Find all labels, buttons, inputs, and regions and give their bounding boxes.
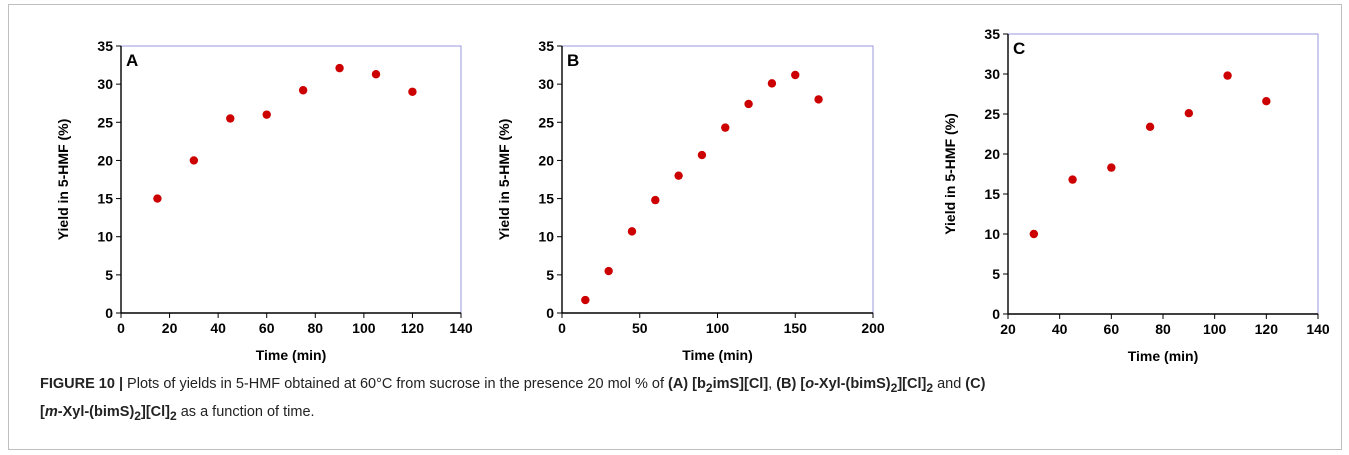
y-tick-label: 0 [105,305,113,321]
x-tick-label: 40 [210,320,226,336]
data-point [189,156,199,165]
caption-compound-c-label: (C) [965,376,986,392]
data-point [408,87,417,96]
data-point [1107,163,1116,172]
x-tick-label: 140 [449,320,473,336]
data-point [1262,97,1271,106]
data-point [371,70,381,79]
x-tick-label: 50 [632,320,648,336]
figure-frame [8,4,1342,450]
y-tick-label: 5 [546,267,554,283]
plot-frame [1007,33,1319,315]
y-tick-label: 10 [538,229,554,245]
y-tick-label: 15 [97,191,113,207]
y-axis-title: Yield in 5-HMF (%) [942,113,958,235]
data-point [1223,71,1232,80]
data-point [1029,229,1039,239]
data-point [651,195,660,205]
x-tick-label: 150 [784,320,808,336]
y-tick-label: 5 [992,266,1000,282]
x-tick-label: 200 [861,320,885,336]
figure-caption: FIGURE 10 | Plots of yields in 5-HMF obt… [40,376,986,423]
data-point [674,171,683,180]
x-tick-label: 60 [1104,321,1120,337]
x-tick-label: 80 [307,320,323,336]
x-tick-label: 120 [1255,321,1279,337]
y-tick-label: 25 [97,114,113,130]
data-point [262,110,271,119]
y-axis-title: Yield in 5-HMF (%) [496,119,512,241]
data-point [744,99,753,109]
chart-panel-c: 0 5 10 15 20 25 30 35 20 40 60 80 100 120 140 Time (min… [942,26,1330,364]
x-tick-label: 140 [1306,321,1330,337]
data-point [604,266,613,276]
y-tick-label: 25 [984,106,1000,122]
caption-compound-a: (A) [b2imS][Cl] [668,376,769,395]
x-tick-label: 80 [1155,321,1171,337]
y-tick-label: 10 [984,226,1000,242]
data-point [1145,122,1155,131]
y-tick-label: 30 [97,76,113,92]
y-tick-label: 35 [538,38,554,54]
y-tick-label: 35 [97,38,113,54]
x-tick-label: 0 [117,320,125,336]
y-tick-label: 20 [984,146,1000,162]
y-tick-label: 35 [984,26,1000,42]
y-tick-label: 15 [984,186,1000,202]
y-tick-label: 30 [984,66,1000,82]
x-tick-label: 100 [1203,321,1227,337]
data-point [335,63,344,73]
caption-text-end: as a function of time. [176,403,315,420]
x-tick-label: 60 [259,320,275,336]
x-tick-label: 0 [558,320,566,336]
panel-label: C [1013,39,1025,58]
data-point [298,86,308,95]
data-point [153,194,162,203]
x-tick-label: 100 [352,320,376,336]
panel-label: A [126,51,138,70]
data-point [814,95,823,104]
x-axis-title: Time (min) [1128,348,1199,364]
caption-compound-b: (B) [o-Xyl-(bimS)2][Cl]2 [776,376,934,395]
caption-text-1: Plots of yields in 5-HMF obtained at 60°… [123,376,668,392]
chart-panel-b: 0 5 10 15 20 25 30 35 0 50 100 150 200 Time (min) Yiel… [496,38,885,363]
y-tick-label: 20 [538,152,554,168]
data-point [581,295,590,305]
y-tick-label: 0 [992,306,1000,322]
y-tick-label: 0 [546,305,554,321]
data-point [627,227,637,236]
y-tick-label: 30 [538,76,554,92]
x-tick-label: 40 [1052,321,1068,337]
data-point [226,114,235,123]
data-point [697,150,707,160]
panel-label: B [567,51,579,70]
data-point [791,70,800,80]
data-point [767,79,777,88]
data-point [1068,175,1077,184]
x-tick-label: 20 [1000,321,1016,337]
y-tick-label: 25 [538,114,554,130]
data-point [1184,109,1194,118]
data-point [721,123,730,132]
y-tick-label: 5 [105,267,113,283]
plot-frame [120,45,462,314]
x-axis-title: Time (min) [682,347,753,363]
y-tick-label: 20 [97,152,113,168]
x-tick-label: 20 [162,320,178,336]
x-axis-title: Time (min) [256,347,327,363]
x-tick-label: 120 [401,320,425,336]
chart-panel-a: 0 5 10 15 20 25 30 35 0 20 40 60 80 100 120 140 Time (mi… [55,38,473,363]
caption-label: FIGURE 10 | [40,376,124,392]
caption-compound-c: [m-Xyl-(bimS)2][Cl]2 [40,403,177,423]
x-tick-label: 100 [706,320,730,336]
y-tick-label: 10 [97,229,113,245]
y-tick-label: 15 [538,191,554,207]
y-axis-title: Yield in 5-HMF (%) [55,119,71,241]
